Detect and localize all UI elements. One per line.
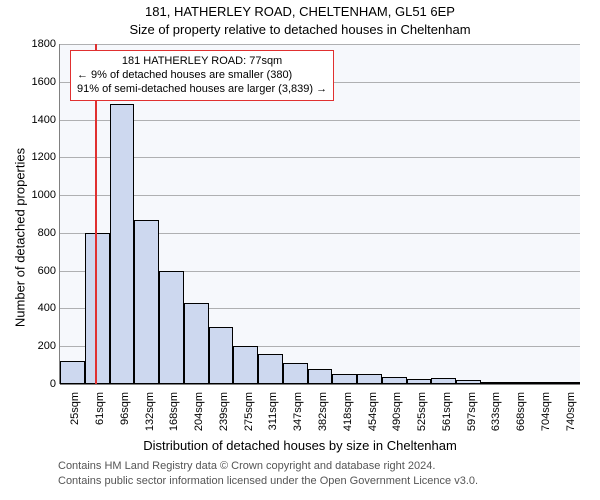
x-axis-label: Distribution of detached houses by size … (0, 438, 600, 453)
chart-title: 181, HATHERLEY ROAD, CHELTENHAM, GL51 6E… (0, 4, 600, 19)
histogram-bar (184, 303, 209, 384)
x-axis-line (60, 384, 580, 385)
x-tick-label: 418sqm (342, 392, 354, 442)
annotation-box: 181 HATHERLEY ROAD: 77sqm← 9% of detache… (70, 50, 334, 101)
histogram-bar (110, 104, 135, 384)
x-tick-label: 25sqm (69, 392, 81, 442)
gridline (60, 195, 580, 196)
histogram-bar (233, 346, 258, 384)
histogram-bar (134, 220, 159, 384)
annotation-line: 181 HATHERLEY ROAD: 77sqm (77, 55, 327, 69)
y-tick-label: 800 (16, 227, 56, 239)
footer-line-1: Contains HM Land Registry data © Crown c… (58, 460, 435, 472)
x-tick-label: 239sqm (218, 392, 230, 442)
annotation-line: 91% of semi-detached houses are larger (… (77, 83, 327, 97)
x-tick-label: 668sqm (515, 392, 527, 442)
x-tick-label: 561sqm (441, 392, 453, 442)
histogram-bar (308, 369, 333, 384)
x-tick-label: 633sqm (490, 392, 502, 442)
property-size-chart: { "title": "181, HATHERLEY ROAD, CHELTEN… (0, 0, 600, 500)
histogram-bar (60, 361, 85, 384)
histogram-bar (382, 377, 407, 384)
footer-line-2: Contains public sector information licen… (58, 475, 478, 487)
y-tick-label: 200 (16, 340, 56, 352)
y-tick-label: 1800 (16, 38, 56, 50)
gridline (60, 120, 580, 121)
annotation-line: ← 9% of detached houses are smaller (380… (77, 69, 327, 83)
histogram-bar (258, 354, 283, 384)
x-tick-label: 275sqm (243, 392, 255, 442)
y-axis-line (59, 44, 60, 384)
x-tick-label: 168sqm (168, 392, 180, 442)
histogram-bar (357, 374, 382, 384)
x-tick-label: 347sqm (292, 392, 304, 442)
x-tick-label: 204sqm (193, 392, 205, 442)
y-tick-label: 1000 (16, 189, 56, 201)
y-tick-label: 1600 (16, 76, 56, 88)
chart-subtitle: Size of property relative to detached ho… (0, 22, 600, 37)
histogram-bar (85, 233, 110, 384)
histogram-bar (159, 271, 184, 384)
x-tick-label: 597sqm (466, 392, 478, 442)
y-tick-label: 0 (16, 378, 56, 390)
y-tick-label: 600 (16, 265, 56, 277)
gridline (60, 157, 580, 158)
x-tick-label: 311sqm (267, 392, 279, 442)
y-tick-label: 1400 (16, 114, 56, 126)
plot-area: 020040060080010001200140016001800 25sqm6… (60, 44, 580, 384)
x-tick-label: 740sqm (565, 392, 577, 442)
gridline (60, 44, 580, 45)
x-tick-label: 525sqm (416, 392, 428, 442)
y-tick-label: 400 (16, 302, 56, 314)
histogram-bar (332, 374, 357, 384)
x-tick-label: 454sqm (367, 392, 379, 442)
x-tick-label: 490sqm (391, 392, 403, 442)
y-tick-label: 1200 (16, 151, 56, 163)
x-tick-label: 132sqm (144, 392, 156, 442)
x-tick-label: 382sqm (317, 392, 329, 442)
histogram-bar (283, 363, 308, 384)
x-tick-label: 61sqm (94, 392, 106, 442)
x-tick-label: 704sqm (540, 392, 552, 442)
x-tick-label: 96sqm (119, 392, 131, 442)
histogram-bar (209, 327, 234, 384)
